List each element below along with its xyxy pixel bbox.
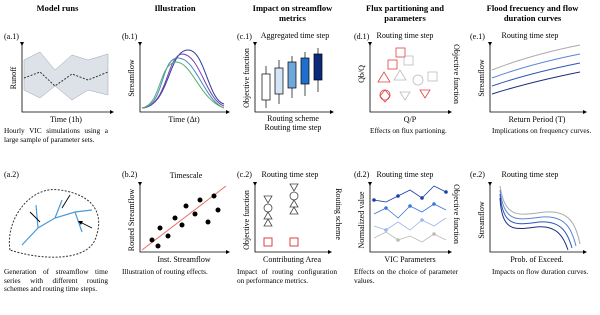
axes [20, 42, 114, 114]
y-label: Objective function [242, 48, 251, 108]
top-label: Timescale [170, 171, 203, 180]
y-label: Objective function [242, 190, 251, 250]
panel-label: (d.1) [354, 32, 370, 41]
top-label: Routing time step [377, 31, 434, 40]
caption: Impact of routing configuration on perfo… [237, 267, 337, 285]
caption: Effects on the choice of parameter value… [354, 267, 458, 285]
x-label: Return Period (T) [509, 115, 566, 124]
y-label: Routed Streamflow [127, 189, 136, 252]
panel-label: (a.2) [4, 170, 19, 179]
x-label: Prob. of Exceed. [510, 255, 563, 264]
panel-label: (c.2) [237, 170, 252, 179]
marker [263, 237, 273, 247]
axes [253, 182, 332, 254]
y-label: Normalized value [357, 191, 366, 249]
x-label: Q/P [404, 115, 417, 124]
x-label: Contributing Area [263, 255, 321, 264]
duration-curves [499, 185, 581, 251]
axes [488, 182, 587, 254]
caption: Implications on frequency curves. [492, 126, 592, 135]
panel-label: (b.2) [122, 170, 138, 179]
flow-arrows [29, 194, 93, 229]
y-label: Streamflow [477, 201, 486, 239]
caption: Effects on flux partioning. [370, 126, 447, 135]
top-label: Aggregated time step [261, 31, 329, 40]
panel-label: (c.1) [237, 32, 252, 41]
river-network [21, 199, 93, 246]
top-label: Routing time step [262, 170, 319, 179]
column-header: Illustration [154, 3, 196, 13]
x-label: VIC Parameters [384, 255, 435, 264]
markers [263, 183, 299, 227]
axes [368, 42, 452, 114]
markers [377, 47, 438, 103]
y-label: Qb/Q [357, 65, 366, 83]
axes [368, 182, 452, 254]
panel-label: (b.1) [122, 32, 138, 41]
caption: Illustration of routing effects. [122, 267, 208, 276]
marker [289, 237, 299, 247]
watershed [8, 189, 100, 258]
x-label: Time (1h) [50, 115, 82, 124]
boxplots [261, 48, 323, 108]
axes [138, 42, 230, 114]
x-label: Inst. Streamflow [157, 255, 211, 264]
column-header: Impact on streamflow metrics [252, 3, 333, 23]
caption: Hourly VIC simulations using a large sam… [4, 126, 108, 144]
panel-label: (e.1) [470, 32, 485, 41]
y-label: Streamflow [477, 59, 486, 97]
x-label: Time (Δt) [168, 115, 200, 124]
panel-label: (e.2) [470, 170, 485, 179]
column-header: Model runs [36, 3, 79, 13]
column-header: Flood frecuency and flow duration curves [486, 3, 579, 23]
frequency-curves [491, 44, 581, 95]
right-label: Objective function [452, 184, 461, 244]
caption: Impacts on flow duration curves. [492, 267, 589, 276]
caption: Generation of streamflow time series wit… [4, 267, 108, 294]
hydrograph [141, 61, 225, 109]
band [23, 51, 109, 101]
y-label: Runoff [9, 66, 18, 89]
right-label: Objective function [452, 44, 461, 104]
top-label: Routing time step [502, 31, 559, 40]
panel-label: (d.2) [354, 170, 370, 179]
panel-label: (a.1) [4, 32, 19, 41]
y-label: Streamflow [127, 59, 136, 97]
top-label: Routing time step [502, 170, 559, 179]
scatter-points [149, 193, 221, 249]
column-header: Flux partitioning and parameters [366, 3, 444, 23]
right-label: Routing scheme [334, 188, 343, 240]
axes [253, 42, 334, 114]
x-label: Routing scheme [267, 114, 319, 123]
axes [138, 182, 230, 254]
top-label: Routing time step [377, 170, 434, 179]
axes [488, 42, 587, 114]
parameter-points [372, 190, 448, 242]
x-label: Routing time step [265, 123, 322, 132]
